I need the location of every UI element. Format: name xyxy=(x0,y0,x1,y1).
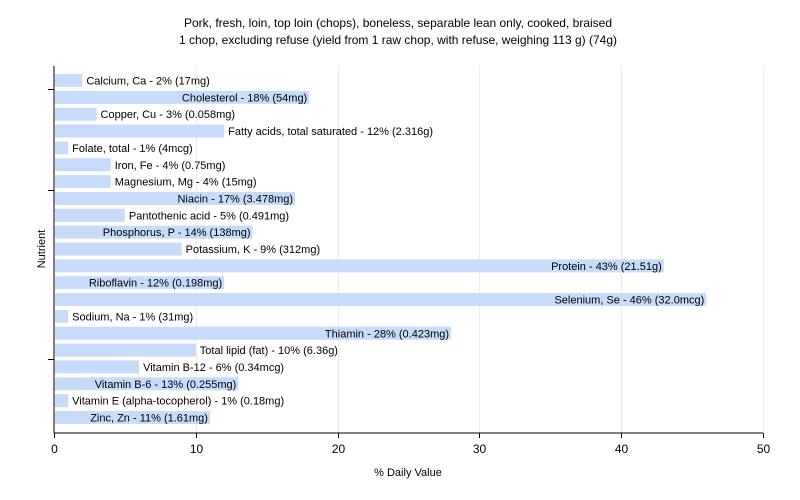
bar-label: Sodium, Na - 1% (31mg) xyxy=(72,311,193,323)
chart-subtitle: 1 chop, excluding refuse (yield from 1 r… xyxy=(179,33,617,47)
grid-lines xyxy=(196,66,764,433)
bar-label: Vitamin E (alpha-tocopherol) - 1% (0.18m… xyxy=(72,396,284,408)
bar xyxy=(55,74,83,87)
bar-label: Selenium, Se - 46% (32.0mcg) xyxy=(554,295,704,307)
x-axis-label: % Daily Value xyxy=(374,467,442,479)
bar xyxy=(55,293,707,307)
bar xyxy=(55,175,111,189)
bar xyxy=(55,309,69,323)
bar-label: Thiamin - 28% (0.423mg) xyxy=(325,328,449,340)
bar xyxy=(55,343,196,357)
x-tick-label: 10 xyxy=(190,442,204,456)
bars xyxy=(55,74,707,424)
bar-label: Niacin - 17% (3.478mg) xyxy=(177,193,293,205)
bar xyxy=(55,411,210,424)
bar-label: Total lipid (fat) - 10% (6.36g) xyxy=(200,345,338,357)
bar xyxy=(55,377,239,391)
bar-label: Magnesium, Mg - 4% (15mg) xyxy=(115,177,257,189)
y-axis-label: Nutrient xyxy=(36,230,48,269)
y-axis-ticks xyxy=(48,89,54,360)
bar-label: Iron, Fe - 4% (0.75mg) xyxy=(115,160,226,172)
bar-label: Folate, total - 1% (4mcg) xyxy=(72,143,192,155)
bar xyxy=(55,141,69,155)
x-axis-ticks: 0 10 20 30 40 50 xyxy=(51,433,770,456)
bar-label: Phosphorus, P - 14% (138mg) xyxy=(103,227,251,239)
bar-label: Calcium, Ca - 2% (17mg) xyxy=(86,76,209,88)
bar-label: Fatty acids, total saturated - 12% (2.31… xyxy=(228,126,433,138)
bar xyxy=(55,276,225,290)
bar-label: Pantothenic acid - 5% (0.491mg) xyxy=(129,210,289,222)
bar xyxy=(55,124,225,138)
bar xyxy=(55,191,296,205)
x-tick-label: 50 xyxy=(757,442,771,456)
bar xyxy=(55,394,69,408)
bar xyxy=(55,360,140,374)
x-tick-label: 0 xyxy=(51,442,58,456)
bar-label: Zinc, Zn - 11% (1.61mg) xyxy=(90,413,208,425)
bar-label: Protein - 43% (21.51g) xyxy=(551,261,662,273)
chart-title: Pork, fresh, loin, top loin (chops), bon… xyxy=(184,16,612,30)
bar xyxy=(55,90,310,104)
bar-label: Riboflavin - 12% (0.198mg) xyxy=(89,278,222,290)
x-tick-label: 30 xyxy=(473,442,487,456)
bar xyxy=(55,158,111,172)
bar xyxy=(55,259,664,273)
bar xyxy=(55,326,452,340)
bar-label: Cholesterol - 18% (54mg) xyxy=(182,92,307,104)
x-tick-label: 40 xyxy=(615,442,629,456)
bar-label: Potassium, K - 9% (312mg) xyxy=(186,244,321,256)
bar-label: Vitamin B-12 - 6% (0.34mcg) xyxy=(143,362,284,374)
bar xyxy=(55,225,253,239)
bar-label: Vitamin B-6 - 13% (0.255mg) xyxy=(95,379,237,391)
bar xyxy=(55,107,97,121)
bar xyxy=(55,208,125,222)
bar xyxy=(55,242,182,256)
x-tick-label: 20 xyxy=(332,442,346,456)
bar-label: Copper, Cu - 3% (0.058mg) xyxy=(101,109,236,121)
bar-labels: Calcium, Ca - 2% (17mg) Cholesterol - 18%… xyxy=(72,76,704,425)
